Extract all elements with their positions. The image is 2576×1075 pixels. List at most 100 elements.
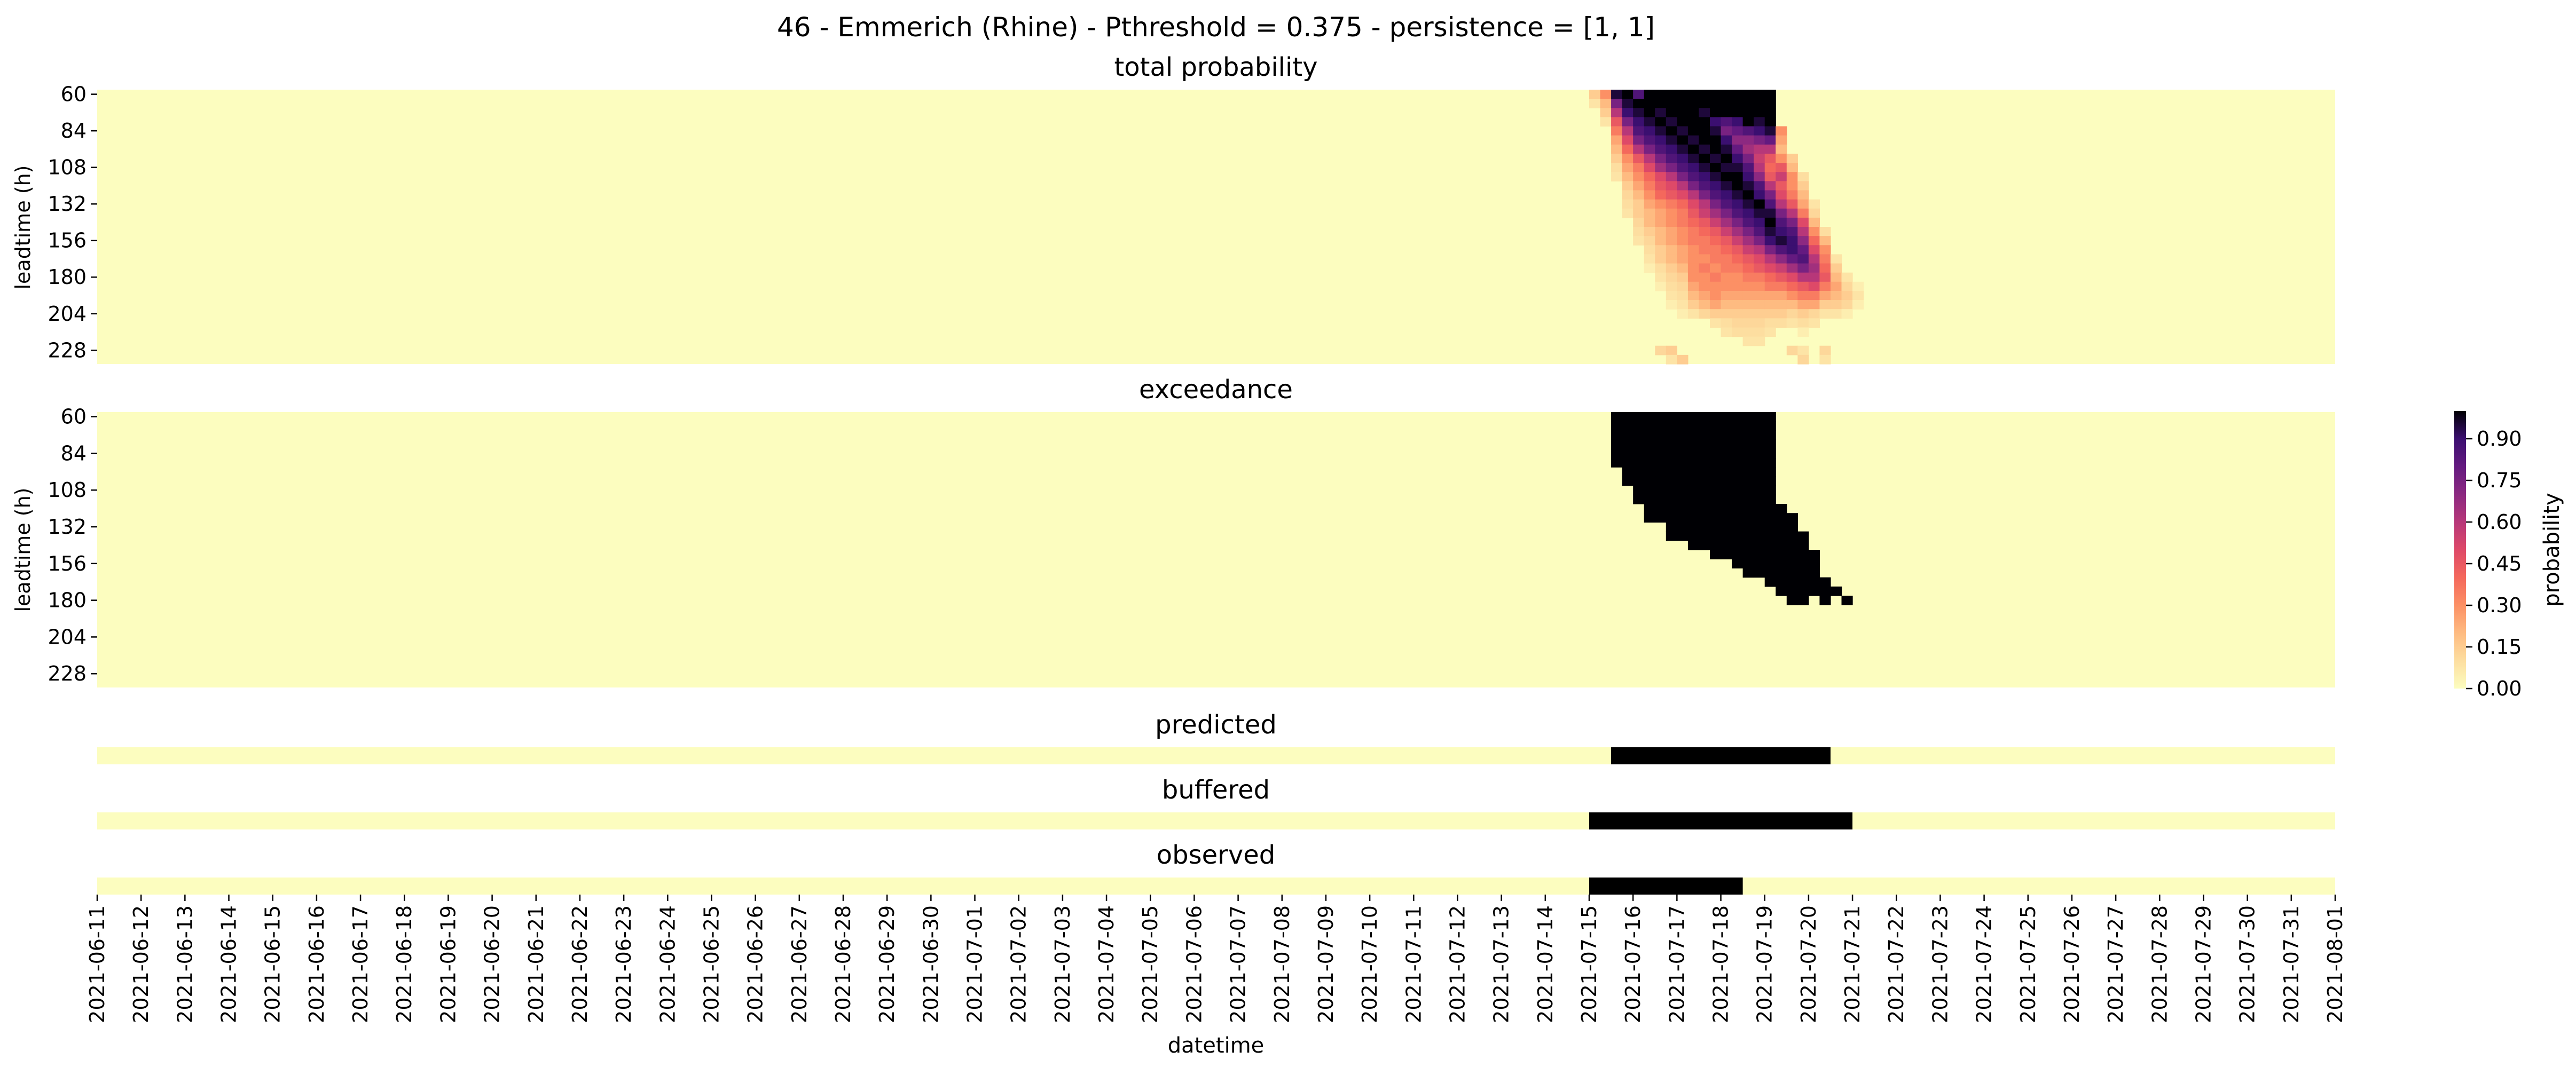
heatmap-cell bbox=[1699, 181, 1710, 191]
heatmap-cell bbox=[1709, 153, 1722, 163]
heatmap-cell bbox=[1742, 513, 1754, 523]
heatmap-cell bbox=[1776, 531, 1787, 541]
heatmap-cell bbox=[1611, 421, 1623, 431]
heatmap-cell bbox=[1742, 217, 1754, 227]
heatmap-cell bbox=[1742, 135, 1754, 145]
heatmap-cell bbox=[1622, 172, 1633, 181]
heatmap-cell bbox=[1622, 467, 1633, 477]
heatmap-cell bbox=[1666, 236, 1677, 246]
heatmap-cell bbox=[1732, 254, 1743, 264]
heatmap-cell bbox=[1776, 135, 1787, 145]
heatmap-cell bbox=[1677, 90, 1688, 99]
colorbar-tick-label: 0.45 bbox=[2477, 552, 2522, 575]
colorbar-gradient bbox=[2454, 411, 2466, 689]
heatmap-cell bbox=[1742, 485, 1754, 495]
heatmap-cell bbox=[1797, 318, 1809, 328]
heatmap-cell bbox=[1841, 596, 1853, 605]
heatmap-cell bbox=[1742, 181, 1754, 191]
heatmap-cell bbox=[1732, 126, 1743, 136]
heatmap-cell bbox=[1786, 199, 1798, 209]
heatmap-cell bbox=[1633, 236, 1645, 246]
x-tick-label: 2021-06-25 bbox=[700, 905, 723, 1023]
heatmap-cell bbox=[1764, 559, 1776, 568]
heatmap-cell bbox=[1699, 513, 1710, 523]
heatmap-cell bbox=[1600, 108, 1612, 117]
heatmap-cell bbox=[1633, 172, 1645, 181]
heatmap-cell bbox=[1830, 272, 1842, 282]
x-tick-label: 2021-06-15 bbox=[261, 905, 285, 1023]
colorbar: 0.00 0.15 0.30 0.45 0.60 0.75 0.90 probability bbox=[2454, 411, 2564, 700]
heatmap-cell bbox=[1666, 181, 1677, 191]
heatmap-cell bbox=[1732, 163, 1743, 172]
x-tick-label: 2021-06-12 bbox=[129, 905, 153, 1023]
x-tick-label: 2021-07-13 bbox=[1490, 905, 1513, 1023]
heatmap-cell bbox=[1622, 421, 1633, 431]
heatmap-cell bbox=[1754, 144, 1765, 154]
heatmap-cell bbox=[1709, 485, 1722, 495]
heatmap-cell bbox=[1721, 448, 1732, 459]
heatmap-cell bbox=[1655, 208, 1667, 218]
heatmap-cell bbox=[1776, 190, 1787, 200]
x-tick-label: 2021-06-18 bbox=[392, 905, 416, 1023]
x-tick-label: 2021-07-06 bbox=[1182, 905, 1206, 1023]
heatmap-cell bbox=[1764, 227, 1776, 236]
x-tick-label: 2021-07-04 bbox=[1095, 905, 1118, 1023]
heatmap-cell bbox=[1764, 263, 1776, 273]
heatmap-cell bbox=[1742, 236, 1754, 246]
heatmap-cell bbox=[1808, 550, 1820, 559]
heatmap-cell bbox=[1622, 153, 1633, 163]
heatmap-cell bbox=[1776, 126, 1787, 136]
y-tick-label: 156 bbox=[48, 552, 87, 575]
colorbar-tick-label: 0.30 bbox=[2477, 594, 2522, 617]
heatmap-cell bbox=[1764, 550, 1776, 559]
x-tick-label: 2021-07-02 bbox=[1007, 905, 1031, 1023]
x-tick-label: 2021-07-05 bbox=[1138, 905, 1162, 1023]
heatmap-cell bbox=[1677, 430, 1688, 440]
heatmap-cell bbox=[1677, 217, 1688, 227]
heatmap-cell bbox=[1754, 263, 1765, 273]
heatmap-cell bbox=[1732, 309, 1743, 319]
heatmap-cell bbox=[1819, 254, 1831, 264]
heatmap-cell bbox=[1786, 318, 1798, 328]
heatmap-cell bbox=[1666, 458, 1677, 468]
heatmap-cell bbox=[1797, 190, 1809, 200]
heatmap-cell bbox=[1786, 163, 1798, 172]
heatmap-cell bbox=[1786, 281, 1798, 291]
heatmap-cell bbox=[1742, 227, 1754, 236]
heatmap-cell bbox=[1687, 430, 1700, 440]
heatmap-cell bbox=[1732, 439, 1743, 449]
heatmap-cell bbox=[1776, 181, 1787, 191]
heatmap-cell bbox=[1754, 485, 1765, 495]
heatmap-cell bbox=[1797, 281, 1809, 291]
heatmap-cell bbox=[1709, 550, 1722, 559]
heatmap-cell bbox=[1699, 163, 1710, 172]
heatmap-cell bbox=[1742, 318, 1754, 328]
heatmap-cell bbox=[1754, 504, 1765, 513]
x-tick-label: 2021-07-15 bbox=[1577, 905, 1601, 1023]
heatmap-cell bbox=[1666, 272, 1677, 282]
heatmap-cell bbox=[1776, 568, 1787, 578]
heatmap-cell bbox=[1742, 421, 1754, 431]
heatmap-cell bbox=[1687, 281, 1700, 291]
heatmap-cell bbox=[1677, 485, 1688, 495]
heatmap-cell bbox=[1655, 181, 1667, 191]
heatmap-cell bbox=[1764, 577, 1776, 587]
heatmap-cell bbox=[1786, 577, 1798, 587]
heatmap-cell bbox=[1677, 263, 1688, 273]
heatmap-cell bbox=[1644, 421, 1655, 431]
heatmap-cell bbox=[1754, 172, 1765, 181]
event-bar bbox=[1589, 812, 1853, 829]
heatmap-cell bbox=[1677, 181, 1688, 191]
heatmap-cell bbox=[1764, 327, 1776, 337]
heatmap-cell bbox=[1764, 153, 1776, 163]
heatmap-cell bbox=[1666, 354, 1677, 365]
heatmap-cell bbox=[1721, 181, 1732, 191]
heatmap-cell bbox=[1721, 309, 1732, 319]
heatmap-cell bbox=[1776, 290, 1787, 301]
heatmap-cell bbox=[1786, 172, 1798, 181]
heatmap-cell bbox=[1841, 309, 1853, 319]
heatmap-cell bbox=[1742, 504, 1754, 513]
heatmap-cell bbox=[1732, 245, 1743, 255]
heatmap-cell bbox=[1666, 254, 1677, 264]
heatmap-cell bbox=[1611, 108, 1623, 117]
